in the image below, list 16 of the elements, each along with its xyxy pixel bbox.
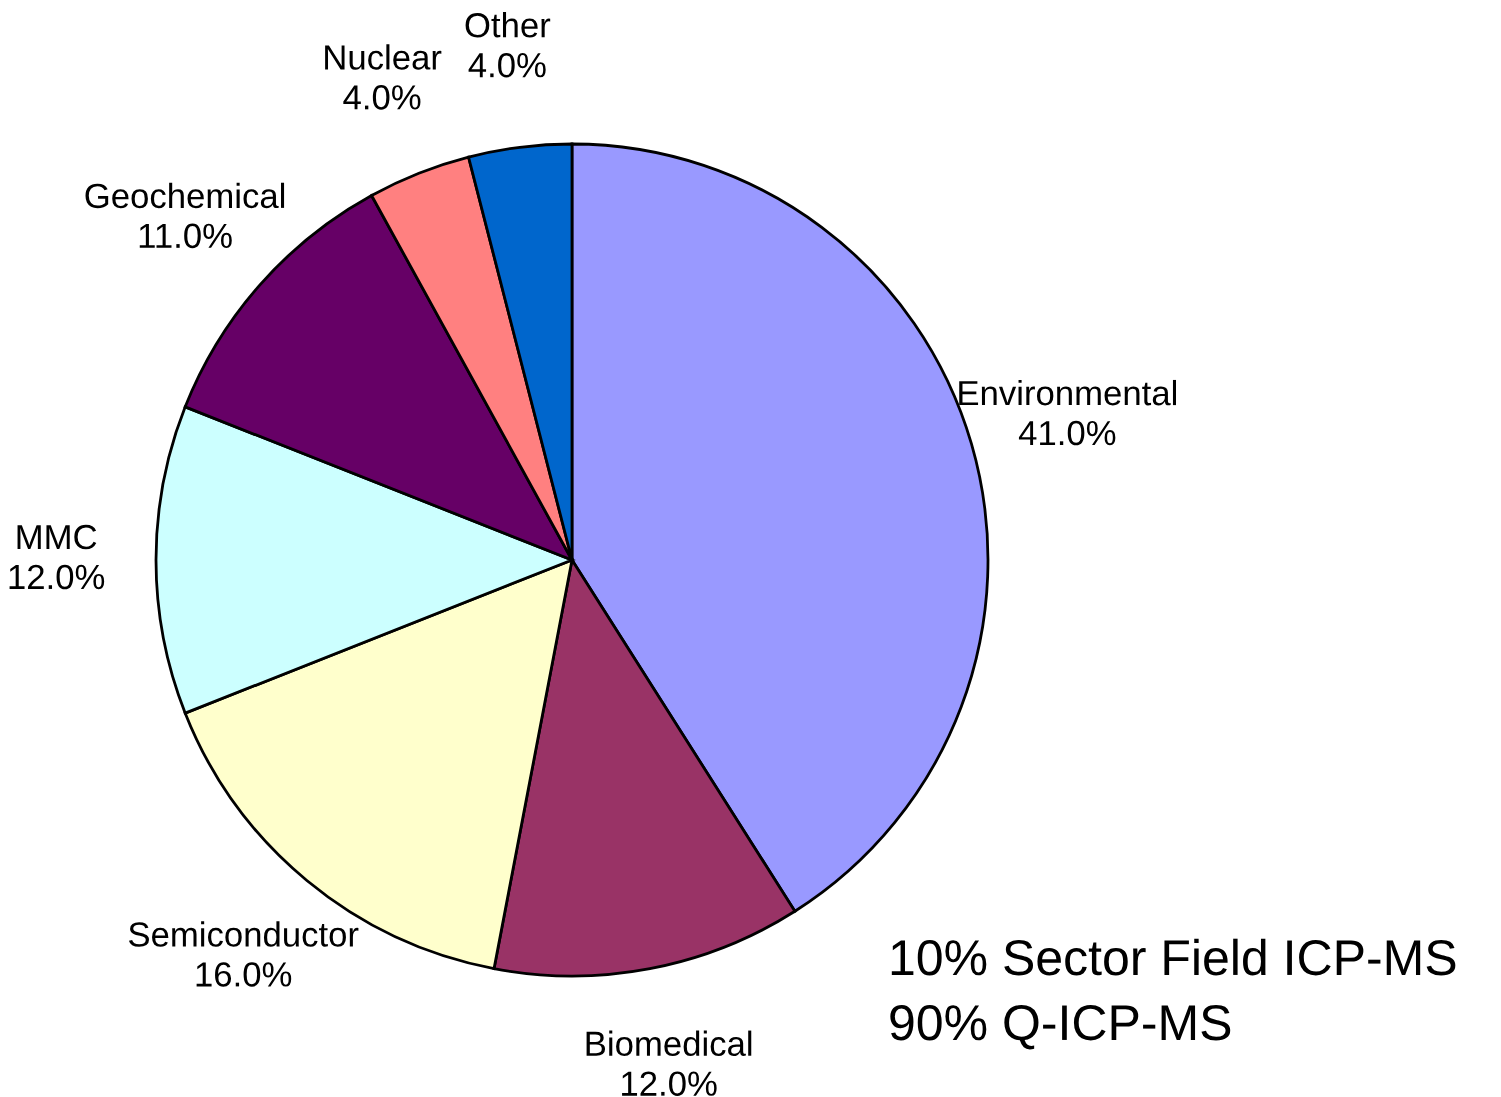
data-label: 12.0% — [622, 1071, 717, 1096]
slice-label: Other — [465, 12, 551, 38]
slice-label: Environmental — [959, 379, 1177, 406]
data-label: 4.0% — [468, 52, 546, 78]
slice-label: Geochemical — [85, 182, 285, 209]
data-label: 4.0% — [343, 85, 421, 110]
data-label: 12.0% — [9, 564, 105, 590]
slice-label: Nuclear — [325, 44, 442, 70]
slice-label: Semiconductor — [128, 921, 359, 947]
data-label: 11.0% — [139, 223, 232, 249]
text: 10% Sector Field ICP-MS — [891, 938, 1456, 976]
data-label: 16.0% — [196, 962, 292, 987]
slice-label: MMC — [17, 524, 97, 550]
data-label: 41.0% — [1018, 420, 1116, 446]
text: 90% Q-ICP-MS — [890, 1005, 1231, 1050]
slice-label: Biomedical — [586, 1030, 752, 1057]
